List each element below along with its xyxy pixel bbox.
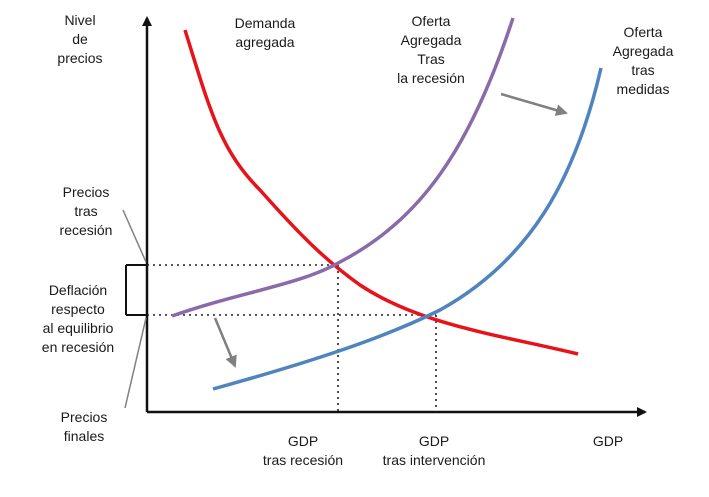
demand-curve-label: Demanda agregada (234, 15, 296, 50)
supply-after-measures-label: Oferta Agregada tras medidas (612, 24, 674, 97)
gdp-intervention-tick-label: GDP tras intervención (382, 433, 486, 468)
supply-recession-curve (171, 17, 515, 318)
gdp-recession-tick-label: GDP tras recesión (262, 433, 344, 468)
shift-arrow-right (500, 92, 568, 116)
x-axis-label: GDP (592, 433, 624, 449)
supply-recession-label: Oferta Agregada Tras la recesión (397, 13, 465, 86)
pointer-final-prices (124, 317, 147, 409)
pointer-prices-recession (122, 209, 147, 263)
final-prices-label: Precios finales (60, 409, 108, 444)
prices-after-recession-label: Precios tras recesión (59, 184, 113, 238)
supply-after-measures-curve (212, 67, 603, 391)
y-axis-label: Nivel de precios (57, 12, 103, 66)
demand-curve (183, 29, 579, 356)
deflation-label: Deflación respecto al equilibrio en recesi… (41, 282, 115, 355)
shift-arrow-down (213, 317, 237, 368)
